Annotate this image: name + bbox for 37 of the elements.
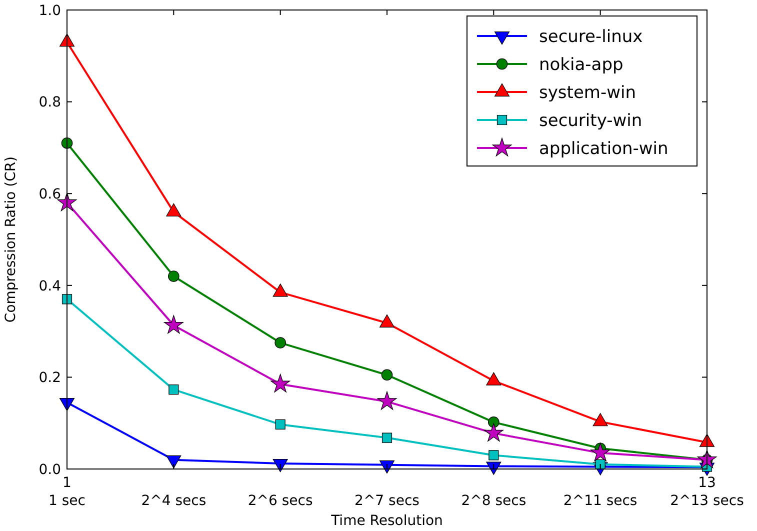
y-tick-label: 1.0 — [38, 2, 61, 19]
point — [164, 315, 184, 334]
legend-label: nokia-app — [539, 54, 624, 75]
point — [270, 374, 290, 392]
text: 13 — [698, 475, 716, 491]
point — [166, 203, 182, 216]
legend-label: security-win — [539, 110, 642, 131]
y-tick-label: 0.0 — [38, 462, 61, 478]
x-tick-label: 1 sec — [48, 493, 86, 509]
x-tick-label: 2^8 secs — [461, 493, 526, 509]
point — [488, 450, 499, 460]
point — [488, 416, 500, 428]
x-tick-label: 2^6 secs — [248, 493, 313, 509]
point — [274, 337, 286, 348]
x-tick-label: 2^13 secs — [670, 493, 744, 509]
point — [168, 384, 179, 395]
text: 1 — [62, 475, 72, 491]
point — [381, 369, 393, 381]
point — [275, 419, 286, 430]
x-tick-label: 2^7 secs — [354, 493, 420, 509]
point — [168, 270, 180, 282]
legend-label: application-win — [539, 138, 668, 159]
legend-label: secure-linux — [539, 26, 643, 47]
y-tick-label: 0.8 — [38, 94, 61, 111]
y-tick-label: 0.4 — [38, 278, 62, 294]
x-tick-label: 2^11 secs — [563, 493, 638, 509]
y-tick-label: 0.2 — [38, 370, 61, 386]
y-tick-label: 0.6 — [38, 186, 62, 202]
point — [272, 284, 288, 297]
y-axis-title: Compression Ratio (CR) — [3, 156, 19, 323]
x-axis-title: Time Resolution — [330, 513, 443, 529]
legend-label: system-win — [539, 82, 636, 103]
point — [382, 432, 392, 443]
point — [377, 391, 397, 410]
x-tick-label: 2^4 secs — [141, 493, 206, 509]
point — [590, 442, 610, 462]
point — [484, 423, 504, 442]
